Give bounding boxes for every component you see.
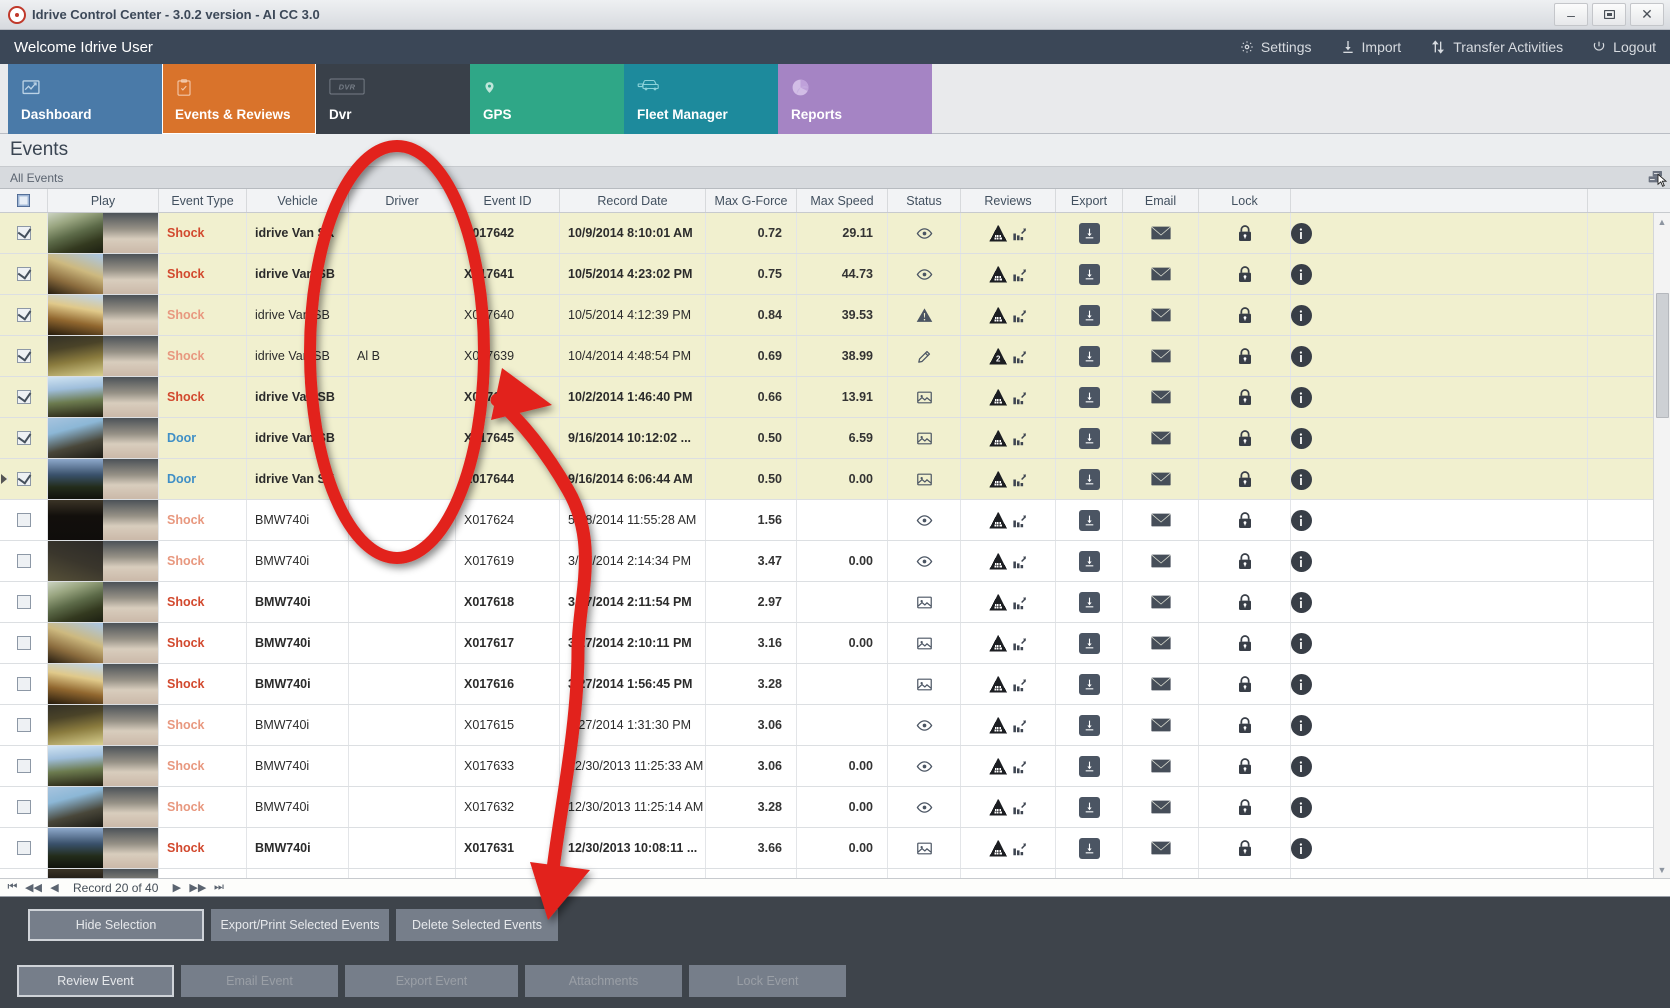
svg-text:DVR: DVR: [339, 83, 356, 92]
svg-text:2: 2: [996, 354, 1001, 363]
